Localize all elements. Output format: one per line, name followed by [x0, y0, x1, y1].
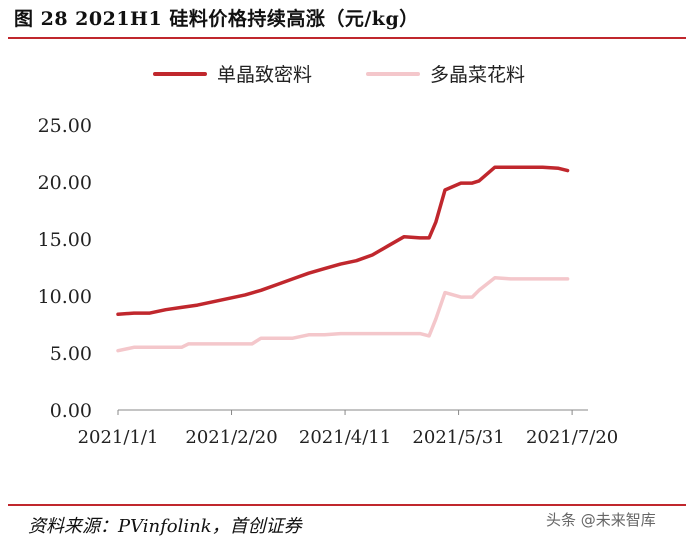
watermark: 头条 @未来智库 — [546, 509, 656, 530]
x-tick-label: 2021/4/11 — [299, 427, 391, 448]
x-tick-label: 2021/1/1 — [78, 427, 159, 448]
header: 图 28 2021H1 硅料价格持续高涨（元/kg） — [0, 0, 687, 36]
figure-title: 图 28 2021H1 硅料价格持续高涨（元/kg） — [14, 8, 419, 30]
series-line — [116, 276, 570, 353]
source-note: 资料来源：PVinfolink，首创证券 — [28, 516, 302, 537]
x-tick-label: 2021/2/20 — [185, 427, 277, 448]
plot-area — [116, 165, 570, 353]
series-line — [116, 165, 570, 316]
y-tick-label: 0.00 — [50, 400, 92, 422]
legend-label: 单晶致密料 — [217, 64, 312, 86]
x-axis: 2021/1/1 2021/2/20 2021/4/11 2021/5/31 2021/… — [78, 409, 618, 448]
legend: 单晶致密料 多晶菜花料 — [153, 64, 525, 86]
x-tick-label: 2021/5/31 — [412, 427, 504, 448]
y-axis: 0.00 5.00 10.00 15.00 20.00 25.00 — [38, 115, 92, 422]
top-rule — [8, 37, 686, 39]
bottom-rule — [8, 504, 686, 506]
y-tick-label: 20.00 — [38, 172, 92, 194]
x-tick-label: 2021/7/20 — [526, 427, 618, 448]
watermark-text: 头条 @未来智库 — [546, 511, 656, 529]
y-tick-label: 15.00 — [38, 229, 92, 251]
legend-label: 多晶菜花料 — [430, 64, 525, 86]
y-tick-label: 5.00 — [50, 343, 92, 365]
y-tick-label: 25.00 — [38, 115, 92, 137]
y-tick-label: 10.00 — [38, 286, 92, 308]
price-line-chart: 单晶致密料 多晶菜花料 0.005.0010.0015.0020.0025.00 … — [38, 64, 619, 448]
